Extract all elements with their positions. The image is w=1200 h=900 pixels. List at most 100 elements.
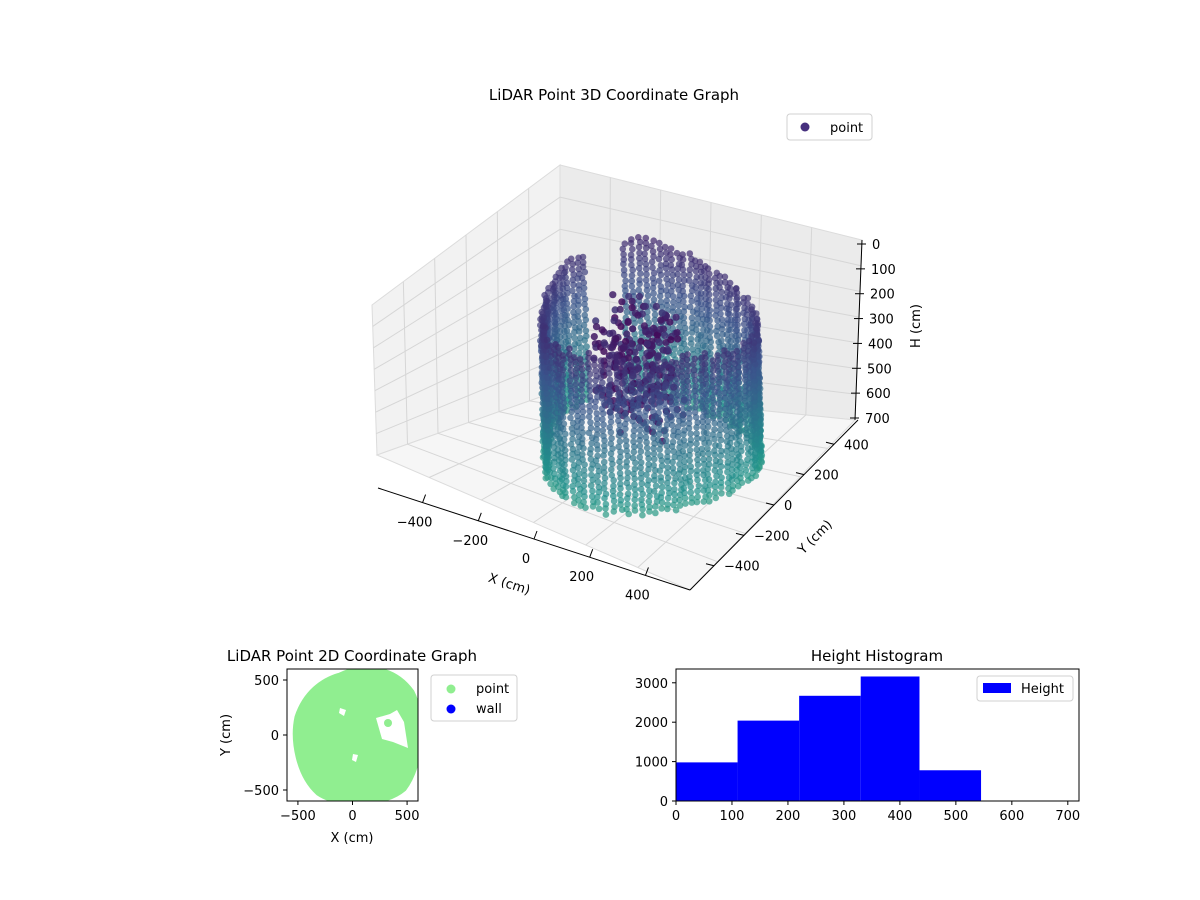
grid-line	[402, 281, 408, 445]
point-3d	[706, 270, 713, 278]
y-tick-label-hist: 0	[660, 795, 668, 810]
point-3d	[575, 282, 582, 289]
point-3d	[558, 307, 565, 314]
point-3d	[712, 442, 719, 449]
point-3d	[574, 407, 581, 415]
point-3d	[631, 502, 638, 510]
point-3d	[704, 397, 711, 405]
point-3d	[725, 490, 733, 498]
point-3d	[655, 255, 663, 263]
point-3d	[642, 360, 650, 368]
point-3d	[641, 302, 650, 310]
point-3d	[560, 405, 568, 412]
point-3d	[673, 407, 681, 414]
point-3d	[706, 498, 713, 505]
point-3d	[649, 275, 657, 282]
x-tick-3d	[533, 530, 538, 540]
point-3d	[712, 478, 719, 486]
point-3d	[675, 276, 683, 283]
point-3d	[554, 344, 562, 351]
point-3d	[561, 441, 568, 449]
point-3d	[610, 477, 617, 484]
point-3d	[693, 424, 700, 431]
point-3d	[615, 391, 622, 398]
point-3d	[717, 426, 724, 434]
point-3d	[623, 463, 630, 470]
point-3d	[628, 261, 635, 269]
point-3d	[592, 323, 601, 331]
point-3d	[600, 347, 608, 355]
point-3d	[733, 305, 741, 313]
point-3d	[688, 297, 696, 305]
point-3d	[578, 398, 585, 405]
point-3d	[737, 470, 745, 477]
point-3d	[607, 418, 615, 426]
point-3d	[709, 373, 716, 380]
point-3d	[655, 421, 663, 428]
x-tick-label-hist: 700	[1055, 809, 1080, 824]
point-3d	[601, 474, 609, 482]
point-3d	[744, 294, 752, 302]
point-3d	[598, 326, 606, 334]
point-3d	[649, 360, 656, 368]
point-3d	[715, 374, 722, 381]
point-3d	[698, 403, 706, 411]
point-3d	[642, 261, 650, 268]
point-3d	[676, 417, 683, 425]
scatter-2d-area	[292, 669, 418, 801]
point-3d	[686, 415, 693, 422]
point-3d	[753, 325, 761, 333]
point-3d	[628, 272, 636, 279]
point-3d	[744, 472, 751, 479]
point-3d	[602, 500, 610, 508]
point-3d	[750, 339, 758, 347]
point-3d	[748, 306, 755, 313]
point-3d	[699, 392, 707, 400]
point-3d	[585, 429, 593, 437]
point-3d	[638, 496, 645, 504]
point-3d	[693, 467, 701, 475]
point-3d	[559, 425, 567, 433]
point-3d	[572, 370, 580, 377]
point-3d	[705, 297, 713, 304]
point-3d	[551, 454, 558, 462]
point-3d	[545, 284, 552, 292]
grid-line	[373, 260, 561, 370]
point-3d	[646, 351, 654, 359]
point-3d	[576, 349, 583, 357]
point-3d	[594, 472, 601, 480]
point-3d	[660, 363, 667, 370]
point-3d	[551, 291, 558, 299]
point-3d	[642, 428, 650, 436]
point-3d	[546, 459, 553, 466]
point-3d	[567, 414, 574, 422]
point-3d	[606, 370, 613, 377]
point-3d	[620, 271, 628, 279]
point-3d	[569, 287, 576, 295]
point-3d	[705, 291, 713, 298]
point-3d	[559, 366, 567, 374]
point-3d	[692, 382, 699, 390]
point-3d	[717, 479, 725, 487]
point-3d	[658, 489, 665, 497]
point-3d	[694, 342, 702, 350]
point-3d	[600, 485, 608, 492]
point-3d	[638, 501, 646, 509]
point-3d	[600, 432, 607, 440]
point-3d	[586, 377, 593, 384]
point-3d	[653, 498, 661, 505]
histogram-frame	[675, 668, 1080, 802]
point-3d	[602, 490, 610, 498]
point-3d	[631, 481, 638, 488]
point-3d	[646, 503, 653, 511]
y-tick-3d	[795, 472, 805, 476]
point-3d	[656, 325, 664, 334]
point-3d	[628, 297, 636, 305]
point-3d	[742, 461, 750, 468]
point-3d	[655, 378, 663, 386]
point-3d	[628, 304, 636, 312]
point-3d	[650, 445, 657, 452]
x-tick-label-3d: 200	[569, 570, 594, 585]
point-3d	[668, 364, 675, 372]
point-3d	[709, 409, 717, 417]
